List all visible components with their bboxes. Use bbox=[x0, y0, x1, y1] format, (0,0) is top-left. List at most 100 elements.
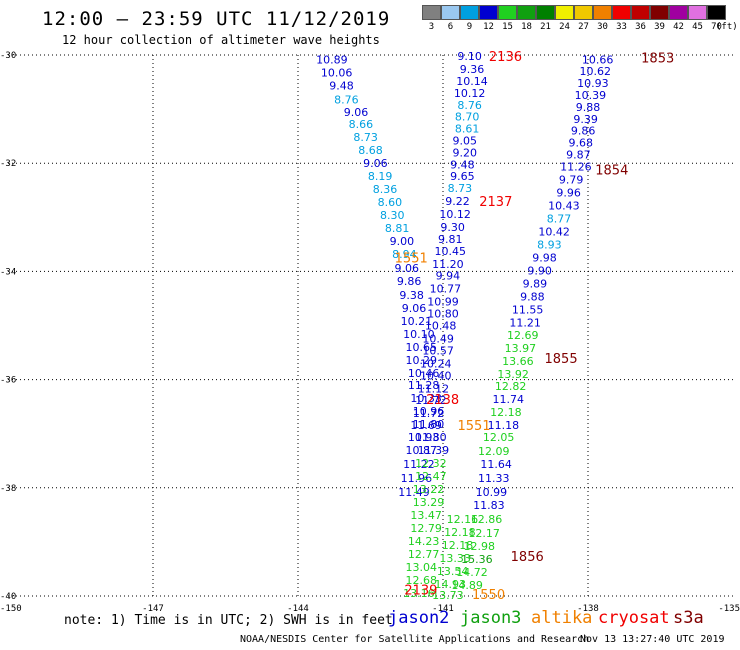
page-title: 12:00 — 23:59 UTC 11/12/2019 bbox=[42, 8, 391, 30]
wave-height-value: 10.65 bbox=[406, 341, 438, 354]
wave-height-value: 13.16 bbox=[403, 587, 435, 600]
wave-height-value: 11.28 bbox=[408, 379, 440, 392]
wave-height-value: 13.73 bbox=[432, 589, 464, 602]
color-swatch bbox=[536, 5, 555, 20]
wave-height-value: 11.26 bbox=[560, 160, 592, 173]
wave-height-value: 8.60 bbox=[378, 196, 403, 209]
wave-height-value: 13.47 bbox=[410, 509, 442, 522]
wave-height-value: 11.12 bbox=[418, 382, 450, 395]
color-swatch bbox=[650, 5, 669, 20]
wave-height-value: 11.69 bbox=[410, 419, 442, 432]
x-tick-label: -138 bbox=[577, 604, 599, 614]
color-scale-label: 9 bbox=[466, 22, 473, 32]
x-tick-label: -150 bbox=[0, 604, 22, 614]
wave-height-value: 11.22 bbox=[403, 458, 435, 471]
wave-height-value: 10.99 bbox=[476, 486, 508, 499]
wave-height-value: 9.96 bbox=[556, 186, 581, 199]
color-scale-labels: 3 6 9 12 15 18 21 24 27 30 33 36 39 42 45 70 bbox=[422, 20, 726, 34]
wave-height-value: 11.39 bbox=[418, 444, 450, 457]
wave-height-value: 12.18 bbox=[490, 406, 522, 419]
wave-height-value: 9.94 bbox=[436, 270, 461, 283]
wave-height-value: 9.06 bbox=[395, 262, 420, 275]
wave-height-value: 10.96 bbox=[413, 405, 445, 418]
legend-item-jason3: jason3 bbox=[460, 608, 522, 628]
wave-height-value: 13.29 bbox=[413, 496, 445, 509]
pass-time-label: 1551 bbox=[395, 251, 428, 266]
wave-height-value: 9.65 bbox=[450, 170, 475, 183]
wave-height-value: 12.32 bbox=[415, 457, 447, 470]
wave-height-value: 10.46 bbox=[408, 367, 440, 380]
wave-height-value: 8.73 bbox=[353, 131, 378, 144]
wave-height-value: 10.89 bbox=[316, 53, 348, 66]
wave-height-value: 9.00 bbox=[390, 235, 415, 248]
wave-height-value: 13.92 bbox=[497, 368, 529, 381]
page-subtitle: 12 hour collection of altimeter wave hei… bbox=[62, 33, 380, 47]
y-tick-label: -30 bbox=[0, 51, 16, 61]
color-scale-label: 70 bbox=[711, 22, 722, 32]
color-scale-label: 27 bbox=[578, 22, 589, 32]
y-tick-label: -40 bbox=[0, 592, 16, 602]
wave-height-value: 10.48 bbox=[425, 320, 457, 333]
wave-height-value: 10.57 bbox=[422, 344, 454, 357]
wave-height-value: 9.38 bbox=[399, 289, 424, 302]
y-tick-label: -36 bbox=[0, 376, 16, 386]
wave-height-value: 9.48 bbox=[450, 158, 475, 171]
wave-height-value: 12.16 bbox=[447, 513, 479, 526]
wave-height-value: 12.82 bbox=[495, 380, 527, 393]
wave-height-value: 9.06 bbox=[344, 106, 369, 119]
wave-height-value: 10.29 bbox=[406, 354, 438, 367]
color-swatch bbox=[707, 5, 726, 20]
wave-height-value: 11.83 bbox=[473, 499, 505, 512]
wave-height-value: 11.64 bbox=[480, 458, 512, 471]
wave-height-value: 12.68 bbox=[406, 574, 438, 587]
color-scale-label: 3 bbox=[428, 22, 435, 32]
wave-height-value: 9.88 bbox=[520, 290, 545, 303]
wave-height-value: 11.33 bbox=[478, 472, 510, 485]
wave-height-value: 14.89 bbox=[451, 579, 483, 592]
x-tick-label: -144 bbox=[287, 604, 309, 614]
color-swatch bbox=[517, 5, 536, 20]
color-scale-swatches bbox=[422, 5, 726, 20]
generated-timestamp: Nov 13 13:27:40 UTC 2019 bbox=[580, 634, 725, 645]
color-scale-label: 21 bbox=[540, 22, 551, 32]
wave-height-value: 9.68 bbox=[569, 137, 594, 150]
wave-height-value: 10.80 bbox=[427, 308, 459, 321]
wave-height-value: 10.93 bbox=[408, 431, 440, 444]
wave-height-value: 9.10 bbox=[457, 50, 482, 63]
wave-height-value: 9.20 bbox=[453, 146, 478, 159]
wave-height-value: 11.80 bbox=[413, 418, 445, 431]
wave-height-value: 13.66 bbox=[502, 355, 534, 368]
pass-time-label: 2137 bbox=[479, 195, 512, 210]
wave-height-value: 8.73 bbox=[448, 182, 473, 195]
color-swatch bbox=[669, 5, 688, 20]
wave-height-value: 8.76 bbox=[334, 93, 359, 106]
wave-height-value: 11.72 bbox=[415, 394, 447, 407]
wave-height-value: 14.93 bbox=[435, 578, 467, 591]
wave-height-value: 12.79 bbox=[410, 522, 442, 535]
pass-time-label: 2139 bbox=[404, 584, 437, 599]
wave-height-value: 10.06 bbox=[321, 66, 353, 79]
wave-height-value: 10.33 bbox=[410, 392, 442, 405]
wave-height-value: 10.45 bbox=[435, 245, 467, 258]
color-swatch bbox=[612, 5, 631, 20]
wave-height-value: 12.47 bbox=[415, 470, 447, 483]
wave-height-value: 10.77 bbox=[430, 283, 462, 296]
wave-height-value: 9.87 bbox=[566, 149, 591, 162]
wave-height-value: 9.22 bbox=[445, 195, 470, 208]
color-swatch bbox=[593, 5, 612, 20]
wave-height-value: 11.80 bbox=[415, 431, 447, 444]
wave-height-value: 11.21 bbox=[509, 316, 541, 329]
color-swatch bbox=[631, 5, 650, 20]
wave-height-value: 12.17 bbox=[468, 527, 500, 540]
wave-height-value: 11.72 bbox=[413, 407, 445, 420]
wave-height-value: 12.77 bbox=[408, 548, 440, 561]
wave-height-value: 11.55 bbox=[512, 303, 544, 316]
wave-height-value: 8.66 bbox=[349, 118, 374, 131]
wave-height-value: 14.23 bbox=[408, 535, 440, 548]
wave-height-value: 9.86 bbox=[397, 275, 422, 288]
pass-time-label: 2138 bbox=[426, 393, 459, 408]
wave-height-value: 10.66 bbox=[582, 53, 614, 66]
wave-height-value: 9.06 bbox=[363, 157, 388, 170]
